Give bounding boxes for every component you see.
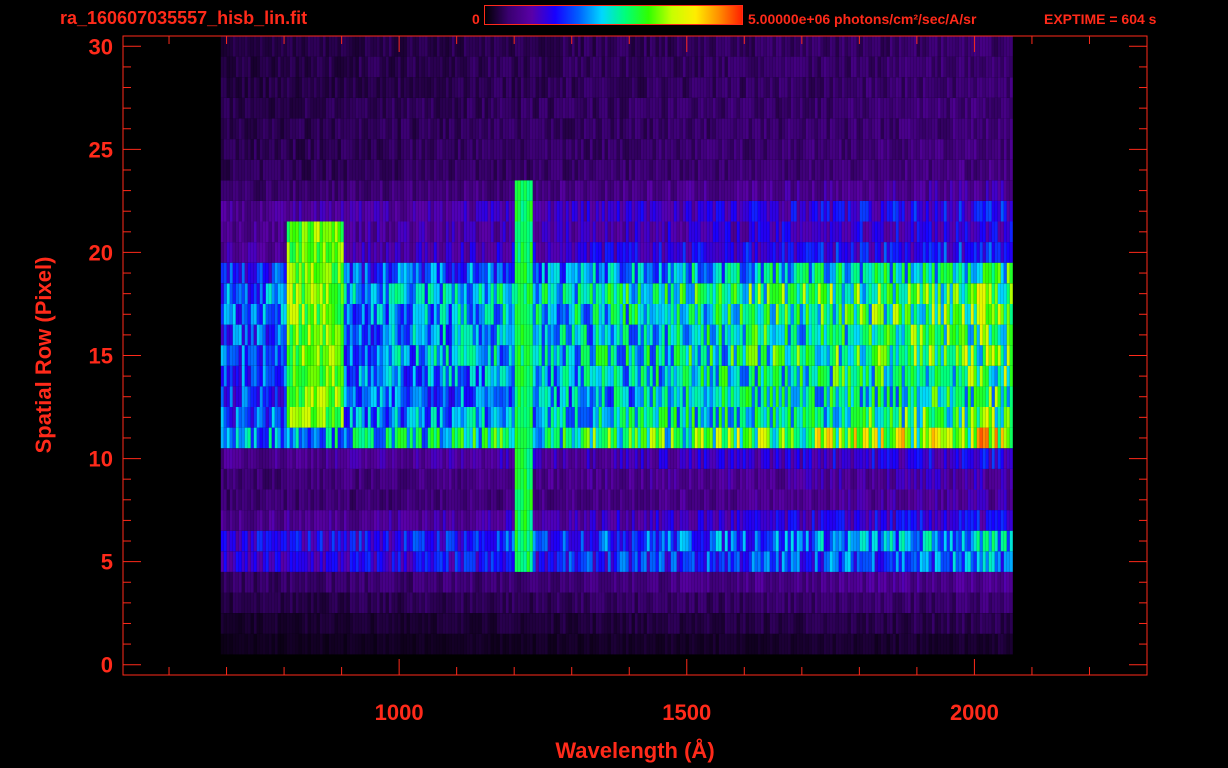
heatmap-row-13 <box>220 386 1013 407</box>
heatmap-row-23 <box>220 180 1013 201</box>
heatmap-row-5 <box>220 551 1013 572</box>
heatmap-row-22 <box>220 200 1013 222</box>
heatmap-row-0 <box>376 654 875 675</box>
y-tick-label: 0 <box>101 653 113 678</box>
y-tick-label: 10 <box>89 447 113 472</box>
heatmap-row-11 <box>220 427 1013 449</box>
heatmap-row-26 <box>220 118 1013 140</box>
x-tick-label: 2000 <box>950 700 999 725</box>
x-tick-label: 1500 <box>662 700 711 725</box>
y-tick-label: 25 <box>89 137 113 162</box>
heatmap-row-21 <box>220 221 1013 243</box>
heatmap-row-15 <box>220 345 1013 366</box>
axis-ticks: 1000 1500 2000 0 5 10 15 20 25 30 <box>89 34 1148 725</box>
heatmap-row-3 <box>220 592 1013 614</box>
heatmap-row-4 <box>220 571 1013 593</box>
y-tick-label: 20 <box>89 240 113 265</box>
heatmap-row-8 <box>220 489 1013 511</box>
heatmap-row-17 <box>220 304 1013 325</box>
colorbar <box>484 5 743 25</box>
x-axis-label: Wavelength (Å) <box>555 738 715 763</box>
heatmap-cells <box>220 36 1013 675</box>
heatmap-row-12 <box>220 407 1013 428</box>
heatmap-row-9 <box>220 468 1013 490</box>
heatmap-row-27 <box>220 97 1013 119</box>
heatmap-row-10 <box>220 448 1013 469</box>
colorbar-min-label: 0 <box>472 11 480 27</box>
heatmap-row-29 <box>220 56 1013 78</box>
x-tick-label: 1000 <box>375 700 424 725</box>
heatmap-row-7 <box>220 510 1013 531</box>
heatmap-row-25 <box>220 139 1013 160</box>
heatmap-row-19 <box>220 262 1013 284</box>
heatmap-row-1 <box>220 633 1013 655</box>
heatmap-row-6 <box>220 530 1013 552</box>
heatmap-row-16 <box>220 324 1013 346</box>
file-title: ra_160607035557_hisb_lin.fit <box>60 8 308 28</box>
heatmap-row-2 <box>220 613 1013 634</box>
y-axis-label: Spatial Row (Pixel) <box>31 256 56 454</box>
heatmap-row-28 <box>220 77 1013 98</box>
heatmap-row-14 <box>220 365 1013 387</box>
y-tick-label: 15 <box>89 344 113 369</box>
y-tick-label: 30 <box>89 34 113 59</box>
y-tick-label: 5 <box>101 550 113 575</box>
heatmap-row-18 <box>220 283 1013 304</box>
heatmap-row-30 <box>220 36 1013 57</box>
heatmap-row-20 <box>220 242 1013 263</box>
heatmap-row-24 <box>220 159 1013 181</box>
colorbar-max-label: 5.00000e+06 photons/cm²/sec/A/sr <box>748 11 977 27</box>
exptime-label: EXPTIME = 604 s <box>1044 11 1157 27</box>
